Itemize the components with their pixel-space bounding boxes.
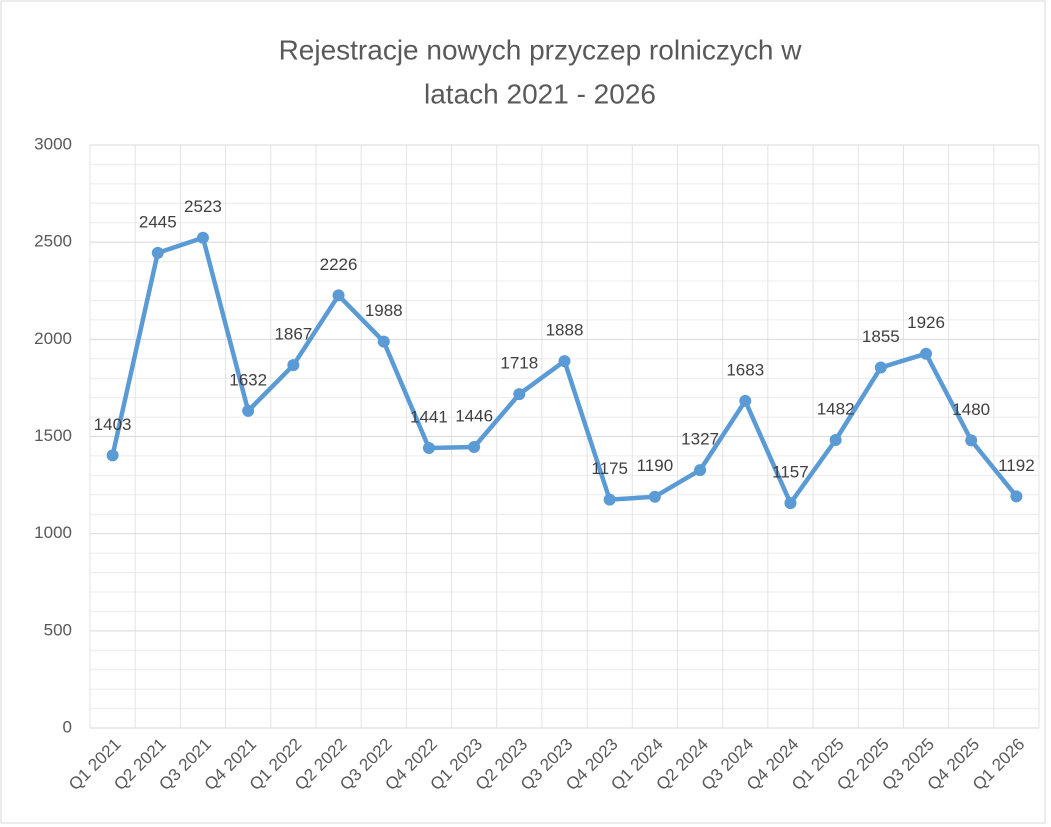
marker: [784, 497, 797, 510]
marker: [106, 449, 119, 462]
marker: [242, 404, 255, 417]
marker: [648, 490, 661, 503]
marker: [874, 361, 887, 374]
data-label: 1867: [274, 325, 312, 344]
data-label: 1718: [500, 354, 538, 373]
y-tick-label: 500: [44, 620, 72, 639]
marker: [920, 347, 933, 360]
data-label: 1190: [637, 456, 674, 475]
data-label: 1192: [998, 456, 1035, 475]
data-label: 1888: [546, 321, 584, 340]
data-label: 1480: [952, 400, 990, 419]
marker: [829, 433, 842, 446]
marker: [558, 355, 571, 368]
marker: [739, 394, 752, 407]
y-tick-label: 3000: [34, 134, 72, 153]
marker: [332, 289, 345, 302]
data-label: 1855: [862, 327, 900, 346]
y-tick-label: 0: [63, 717, 72, 736]
marker: [513, 388, 526, 401]
marker: [694, 464, 707, 477]
y-tick-label: 2500: [34, 232, 72, 251]
data-label: 1327: [681, 430, 719, 449]
data-label: 1403: [94, 415, 132, 434]
marker: [603, 493, 616, 506]
marker: [965, 434, 978, 447]
data-label: 2226: [320, 255, 358, 274]
marker: [287, 359, 300, 372]
marker: [468, 440, 481, 453]
data-label: 1632: [229, 370, 267, 389]
y-tick-label: 1000: [34, 523, 72, 542]
data-label: 1988: [365, 301, 403, 320]
chart-title: Rejestracje nowych przyczep rolniczych w: [279, 34, 803, 65]
chart-title: latach 2021 - 2026: [424, 78, 656, 109]
marker: [151, 246, 164, 259]
marker: [377, 335, 390, 348]
marker: [1010, 490, 1023, 503]
data-label: 2523: [184, 197, 222, 216]
marker: [422, 441, 435, 454]
data-label: 1683: [726, 360, 764, 379]
data-label: 1482: [817, 399, 855, 418]
y-tick-label: 2000: [34, 329, 72, 348]
data-label: 1926: [907, 313, 945, 332]
y-tick-label: 1500: [34, 426, 72, 445]
data-label: 1175: [591, 459, 628, 478]
data-label: 1446: [455, 406, 493, 425]
data-label: 1157: [772, 463, 809, 482]
data-label: 2445: [139, 212, 177, 231]
marker: [196, 231, 209, 244]
data-label: 1441: [410, 407, 448, 426]
